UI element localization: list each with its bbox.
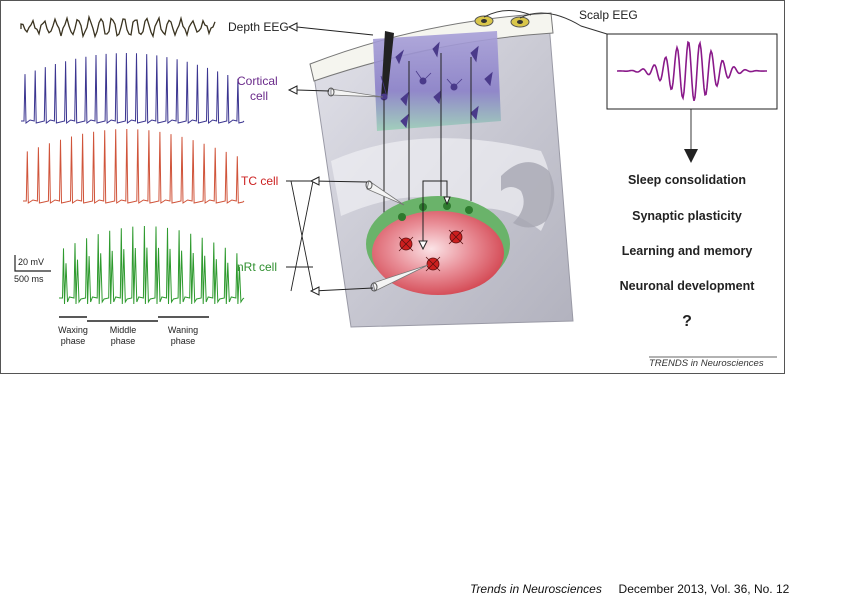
figure-credit: TRENDS in Neurosciences: [649, 358, 764, 369]
tc-cell-trace: [23, 128, 245, 204]
waning-phase-label: Waning phase: [167, 325, 199, 346]
spindle-trace: [617, 40, 767, 102]
depth-eeg-trace: [20, 14, 216, 39]
outcome-sleep-consolidation: Sleep consolidation: [627, 173, 747, 187]
depth-eeg-label: Depth EEG: [228, 20, 289, 34]
cortical-cell-trace: [21, 52, 245, 124]
middle-phase-label: Middle phase: [109, 325, 137, 346]
recording-pipettes: [330, 88, 429, 292]
figure-panel: Depth EEG Scalp EEG Cortical cell TC cel…: [0, 0, 785, 374]
waxing-phase-label: Waxing phase: [58, 325, 88, 346]
scalp-wire: [483, 10, 608, 35]
figure-diagram: [14, 10, 778, 358]
nrt-cell-trace: [59, 225, 245, 305]
tc-cell-label: TC cell: [241, 174, 279, 188]
outcome-unknown: ?: [682, 313, 692, 330]
depth-electrode: [381, 31, 394, 99]
outcome-synaptic-plasticity: Synaptic plasticity: [632, 209, 742, 223]
outcome-learning-memory: Learning and memory: [621, 244, 753, 258]
journal-name: Trends in Neurosciences: [470, 582, 602, 596]
phase-bars: [59, 316, 209, 322]
scale-mv-label: 20 mV: [18, 257, 45, 267]
hippocampus: [501, 162, 555, 228]
cortical-cell-label-2: cell: [250, 89, 269, 103]
issue-info: December 2013, Vol. 36, No. 12: [618, 582, 790, 596]
scale-bar: [14, 255, 51, 272]
cortex-block: [373, 31, 501, 131]
nrt-cell-label: nRt cell: [237, 260, 278, 274]
outcome-neuronal-development: Neuronal development: [619, 279, 755, 293]
scale-ms-label: 500 ms: [14, 274, 44, 284]
cortical-cell-label-1: Cortical: [237, 74, 278, 88]
scalp-eeg-label: Scalp EEG: [579, 8, 638, 22]
page-footer: Trends in Neurosciences December 2013, V…: [470, 582, 789, 596]
